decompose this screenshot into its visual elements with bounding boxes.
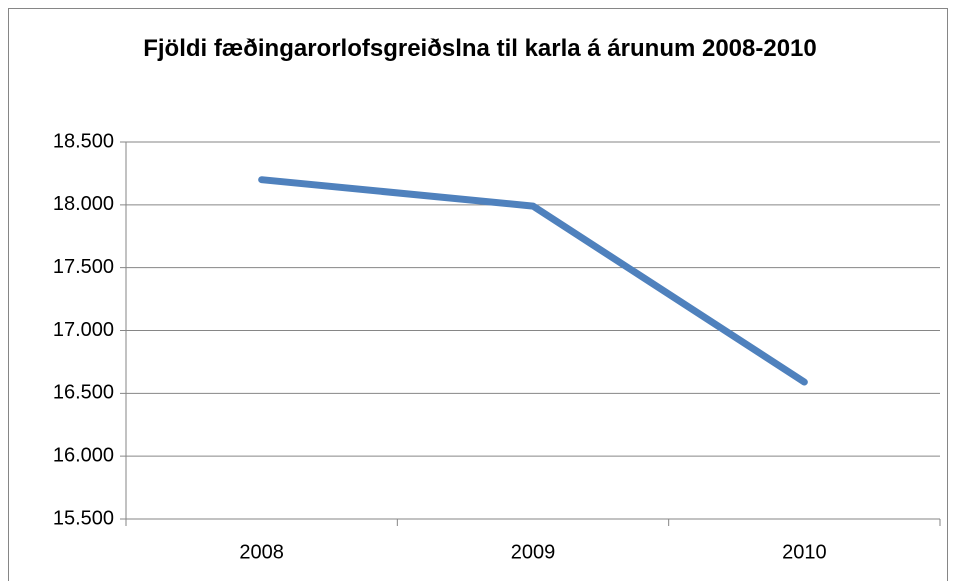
y-tick-label: 16.000 (53, 444, 114, 466)
chart-border (8, 8, 948, 581)
y-tick-label: 17.000 (53, 319, 114, 341)
y-tick-label: 16.500 (53, 382, 114, 404)
data-line (258, 176, 808, 386)
y-tick-label: 18.500 (53, 130, 114, 152)
x-tick-label: 2010 (782, 541, 827, 563)
y-tick-label: 17.500 (53, 256, 114, 278)
y-tick-label: 15.500 (53, 507, 114, 529)
chart-title: Fjöldi fæðingarorlofsgreiðslna til karla… (143, 35, 817, 62)
x-tick-label: 2008 (239, 541, 284, 563)
x-tick-label: 2009 (511, 541, 556, 563)
y-tick-label: 18.000 (53, 193, 114, 215)
